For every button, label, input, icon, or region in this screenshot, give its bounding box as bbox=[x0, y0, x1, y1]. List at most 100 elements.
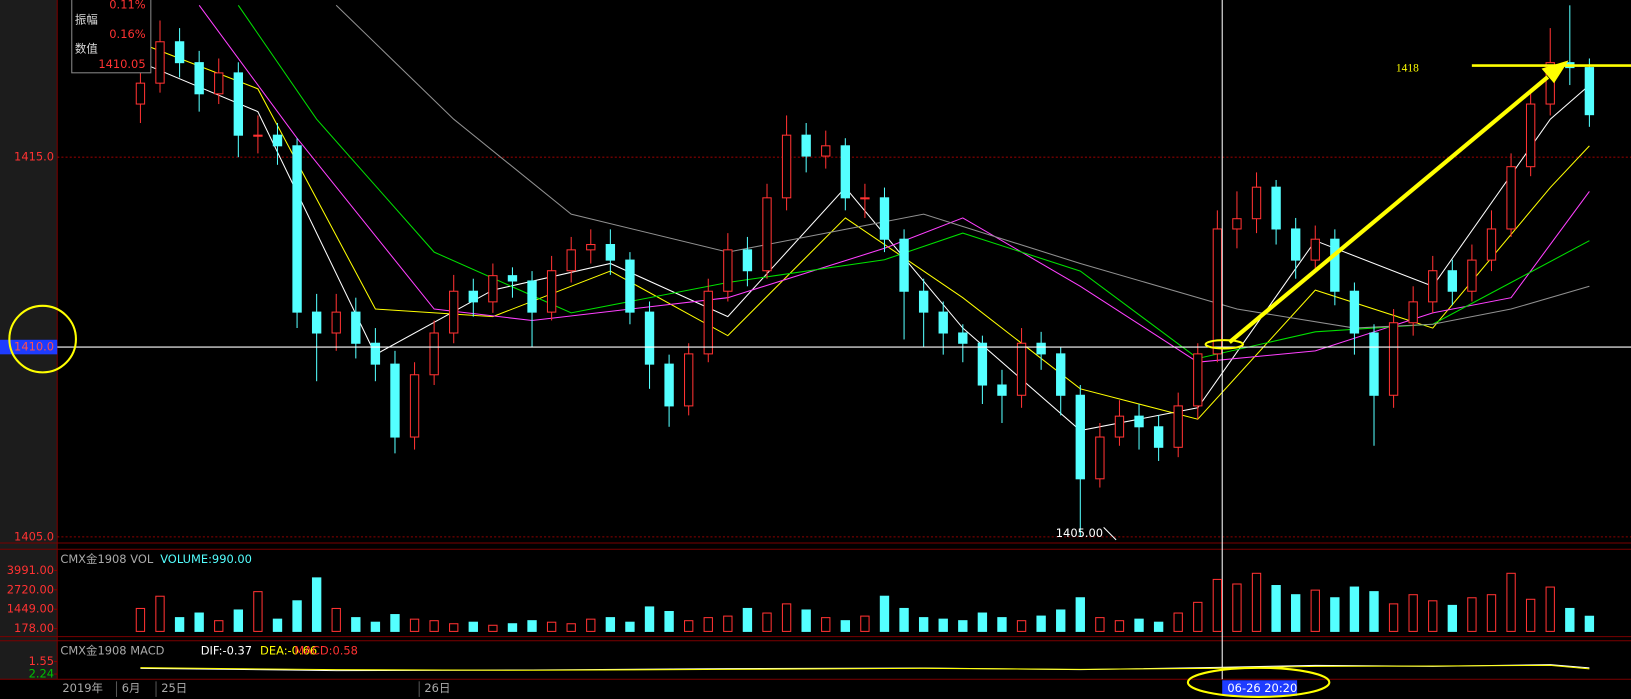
volume-bar bbox=[507, 623, 518, 632]
macd-line bbox=[140, 664, 1590, 671]
candle-body bbox=[723, 249, 733, 292]
volume-bar bbox=[586, 618, 596, 632]
volume-bar bbox=[644, 606, 655, 632]
candle-body bbox=[1153, 426, 1164, 448]
candle-body bbox=[1114, 415, 1125, 438]
volume-bar bbox=[1408, 594, 1418, 632]
candle-body bbox=[586, 244, 596, 251]
candle-body bbox=[507, 275, 518, 282]
crosshair-time-box bbox=[1222, 680, 1298, 696]
candle-body bbox=[1232, 218, 1242, 230]
volume-bar bbox=[1095, 617, 1105, 632]
volume-bar bbox=[742, 607, 753, 632]
volume-bar bbox=[1251, 572, 1262, 632]
volume-bar bbox=[1016, 620, 1027, 632]
panel-borders bbox=[0, 0, 1631, 680]
volume-bar bbox=[938, 618, 948, 632]
candle-body bbox=[1545, 62, 1555, 105]
candle-body bbox=[1056, 353, 1066, 396]
candle-body bbox=[1291, 228, 1301, 261]
candle-body bbox=[1486, 228, 1497, 261]
low-label: 1405.00 bbox=[1056, 526, 1103, 540]
candle-body bbox=[1193, 353, 1203, 407]
y-tick-label: 2720.00 bbox=[7, 582, 54, 596]
info-label: 数值 bbox=[75, 41, 98, 55]
candle-body bbox=[821, 145, 831, 157]
y-tick-label: 1.55 bbox=[29, 654, 54, 668]
volume-bar bbox=[723, 615, 733, 632]
candle-body bbox=[742, 249, 753, 272]
volume-bar bbox=[174, 617, 185, 632]
candle-body bbox=[899, 238, 909, 292]
candle-body bbox=[331, 311, 341, 334]
volume-bar bbox=[625, 621, 635, 632]
candle-body bbox=[762, 197, 772, 272]
volume-bar bbox=[997, 617, 1007, 632]
time-label: 6月 bbox=[122, 681, 141, 695]
candle-body bbox=[1251, 186, 1262, 220]
volume-bar bbox=[1330, 597, 1340, 632]
volume-bar bbox=[958, 620, 968, 632]
candle-body bbox=[997, 384, 1007, 396]
y-tick-label: 3991.00 bbox=[7, 563, 54, 577]
volume-bar bbox=[1447, 604, 1458, 632]
crosshair-price: 1410.0 bbox=[14, 340, 54, 354]
volume-bar bbox=[1056, 609, 1066, 632]
volume-bar bbox=[429, 620, 439, 632]
panel-header: DIF:-0.37 bbox=[201, 644, 252, 658]
volume-bar bbox=[1369, 591, 1379, 632]
candle-body bbox=[1584, 67, 1595, 116]
y-tick-label: 178.00 bbox=[14, 621, 54, 635]
volume-bar bbox=[331, 607, 341, 632]
candle-body bbox=[1212, 228, 1223, 355]
candle-body bbox=[546, 270, 557, 313]
y-tick-label: 1415.0 bbox=[14, 150, 54, 164]
candle-body bbox=[918, 290, 929, 313]
candle-body bbox=[155, 41, 165, 84]
candle-body bbox=[879, 197, 890, 240]
candle-body bbox=[664, 363, 674, 407]
volume-bar bbox=[370, 621, 381, 632]
y-tick-label: 2.24 bbox=[29, 667, 54, 681]
moving-average bbox=[198, 4, 1590, 363]
volume-bar bbox=[1212, 578, 1223, 632]
candle-body bbox=[1447, 270, 1458, 292]
volume-bar bbox=[1075, 597, 1085, 632]
candle-body bbox=[703, 290, 713, 355]
candle-body bbox=[233, 72, 244, 136]
candle-body bbox=[253, 134, 263, 137]
info-label: 振幅 bbox=[75, 12, 98, 26]
candle-body bbox=[958, 332, 968, 344]
volume-bar bbox=[1271, 585, 1281, 632]
volume-bar bbox=[1467, 597, 1477, 632]
volume-bar bbox=[1036, 615, 1046, 632]
candle-body bbox=[468, 290, 478, 303]
candle-body bbox=[1369, 332, 1379, 396]
candle-body bbox=[860, 197, 870, 200]
moving-average bbox=[335, 4, 1590, 329]
candle-body bbox=[977, 342, 988, 386]
volume-bar bbox=[918, 617, 929, 632]
candle-body bbox=[1173, 405, 1183, 448]
panel-header: CMX金1908 VOL bbox=[60, 552, 153, 566]
candle-body bbox=[272, 134, 283, 147]
candle-body bbox=[409, 374, 420, 438]
candle-body bbox=[1506, 166, 1516, 230]
candle-body bbox=[311, 311, 322, 334]
candle-body bbox=[625, 259, 635, 313]
time-label: 2019年 bbox=[62, 681, 103, 695]
time-separators bbox=[115, 681, 420, 697]
candle-body bbox=[781, 134, 792, 199]
volume-bar bbox=[1525, 598, 1536, 632]
volume-bar bbox=[546, 621, 557, 632]
volume-bar bbox=[1506, 572, 1516, 632]
candle-body bbox=[938, 311, 948, 334]
y-tick-label: 1449.00 bbox=[7, 602, 54, 616]
volume-bar bbox=[1193, 601, 1203, 632]
candle-body bbox=[566, 249, 576, 272]
candle-body bbox=[644, 311, 655, 365]
volume-bar bbox=[214, 620, 224, 632]
panel-header: CMX金1908 MACD bbox=[60, 644, 164, 658]
candle-body bbox=[135, 82, 146, 105]
